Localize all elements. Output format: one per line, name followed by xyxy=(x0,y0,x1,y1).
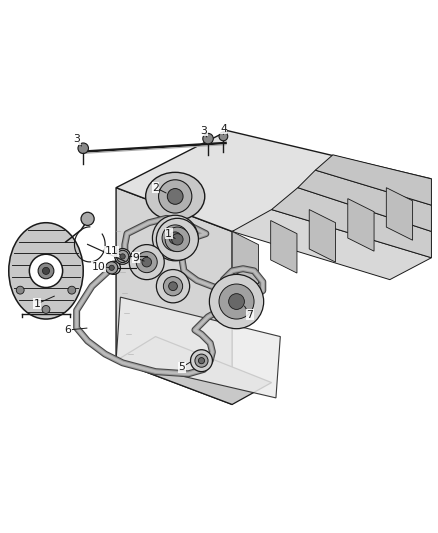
Circle shape xyxy=(68,286,76,294)
Circle shape xyxy=(219,132,228,141)
Circle shape xyxy=(42,305,50,313)
Text: 5: 5 xyxy=(178,362,185,372)
Circle shape xyxy=(209,274,264,329)
Circle shape xyxy=(78,143,88,154)
Polygon shape xyxy=(309,209,336,262)
Circle shape xyxy=(142,257,152,267)
Text: 6: 6 xyxy=(64,325,71,335)
Polygon shape xyxy=(232,209,431,280)
Circle shape xyxy=(81,212,94,225)
Circle shape xyxy=(16,286,24,294)
Circle shape xyxy=(159,180,192,213)
Circle shape xyxy=(42,268,49,274)
Circle shape xyxy=(110,264,118,272)
Text: 10: 10 xyxy=(92,262,106,271)
Circle shape xyxy=(191,350,212,372)
Circle shape xyxy=(165,227,190,252)
Circle shape xyxy=(117,251,129,263)
Text: 3: 3 xyxy=(73,134,80,144)
Circle shape xyxy=(195,354,208,367)
Circle shape xyxy=(120,254,125,259)
Circle shape xyxy=(38,263,54,279)
Text: 1: 1 xyxy=(165,229,172,239)
Circle shape xyxy=(112,266,116,270)
Circle shape xyxy=(109,265,114,270)
Circle shape xyxy=(152,215,198,261)
Polygon shape xyxy=(116,297,280,398)
Text: 9: 9 xyxy=(132,253,139,263)
Polygon shape xyxy=(386,188,413,240)
Circle shape xyxy=(203,133,213,144)
Polygon shape xyxy=(116,131,431,231)
Text: 7: 7 xyxy=(246,310,253,320)
Circle shape xyxy=(219,284,254,319)
Circle shape xyxy=(106,262,118,274)
Circle shape xyxy=(169,282,177,290)
Circle shape xyxy=(229,294,244,310)
Circle shape xyxy=(156,219,198,260)
Circle shape xyxy=(136,252,157,273)
Circle shape xyxy=(107,261,120,274)
Circle shape xyxy=(115,248,131,264)
Ellipse shape xyxy=(145,172,205,221)
Polygon shape xyxy=(348,199,374,251)
Polygon shape xyxy=(116,188,232,405)
Circle shape xyxy=(156,270,190,303)
Text: 11: 11 xyxy=(105,246,119,256)
Circle shape xyxy=(118,252,127,261)
Text: 1: 1 xyxy=(34,298,41,309)
Polygon shape xyxy=(315,155,431,205)
Circle shape xyxy=(198,358,205,364)
Text: 3: 3 xyxy=(200,126,207,136)
Circle shape xyxy=(169,232,181,244)
Text: 2: 2 xyxy=(152,183,159,192)
Circle shape xyxy=(167,189,183,204)
Circle shape xyxy=(129,245,164,280)
Polygon shape xyxy=(271,221,297,273)
Ellipse shape xyxy=(9,223,83,319)
Polygon shape xyxy=(272,188,431,258)
Circle shape xyxy=(162,225,188,251)
Polygon shape xyxy=(116,336,272,405)
Circle shape xyxy=(29,254,63,287)
Polygon shape xyxy=(232,231,258,284)
Text: 4: 4 xyxy=(220,124,227,134)
Polygon shape xyxy=(298,170,431,231)
Circle shape xyxy=(163,277,183,296)
Circle shape xyxy=(120,254,125,259)
Circle shape xyxy=(172,233,183,245)
